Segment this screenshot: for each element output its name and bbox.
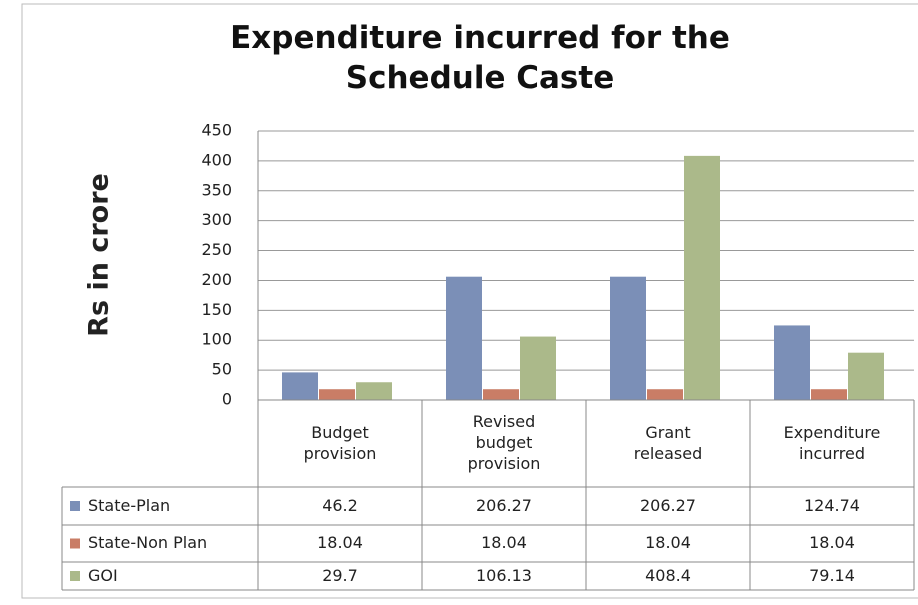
table-value: 206.27 [640, 495, 696, 515]
table-value: 106.13 [476, 565, 532, 585]
table-value: 18.04 [645, 533, 691, 553]
y-tick-label: 200 [201, 270, 232, 289]
y-tick-label: 400 [201, 150, 232, 169]
legend-label: State-Non Plan [88, 533, 208, 553]
bar [811, 389, 847, 400]
legend-key [70, 501, 80, 511]
category-label: Budget provision [303, 422, 377, 463]
bar [647, 389, 683, 400]
table-value: 79.14 [809, 565, 855, 585]
legend-key [70, 571, 80, 581]
y-tick-label: 250 [201, 240, 232, 259]
table-value: 46.2 [322, 495, 358, 515]
table-value: 18.04 [317, 533, 363, 553]
legend-label: State-Plan [88, 495, 171, 515]
table-value: 206.27 [476, 495, 532, 515]
y-tick-label: 300 [201, 210, 232, 229]
category-label: Revised budget provision [467, 412, 541, 473]
bar [848, 352, 884, 400]
bar [483, 389, 519, 400]
y-tick-label: 0 [222, 390, 232, 409]
table-value: 29.7 [322, 565, 358, 585]
bar [520, 336, 556, 400]
table-value: 18.04 [481, 533, 527, 553]
category-label: Expenditure incurred [783, 422, 881, 463]
bar [446, 276, 482, 400]
y-tick-label: 150 [201, 300, 232, 319]
chart-border [21, 3, 918, 599]
bar [610, 276, 646, 400]
y-tick-label: 50 [212, 360, 232, 379]
table-value: 408.4 [645, 565, 691, 585]
bar [282, 372, 318, 400]
y-tick-label: 350 [201, 180, 232, 199]
bar [356, 382, 392, 400]
table-value: 124.74 [804, 495, 860, 515]
table-value: 18.04 [809, 533, 855, 553]
y-axis-label: Rs in crore [84, 173, 115, 337]
bar [319, 389, 355, 400]
category-label: Grant released [633, 422, 703, 463]
y-tick-label: 450 [201, 121, 232, 140]
y-tick-label: 100 [201, 330, 232, 349]
legend-key [70, 538, 80, 549]
bar [774, 325, 810, 400]
chart-title: Expenditure incurred for the Schedule Ca… [230, 20, 730, 97]
legend-label: GOI [88, 565, 118, 585]
bar [684, 155, 720, 400]
